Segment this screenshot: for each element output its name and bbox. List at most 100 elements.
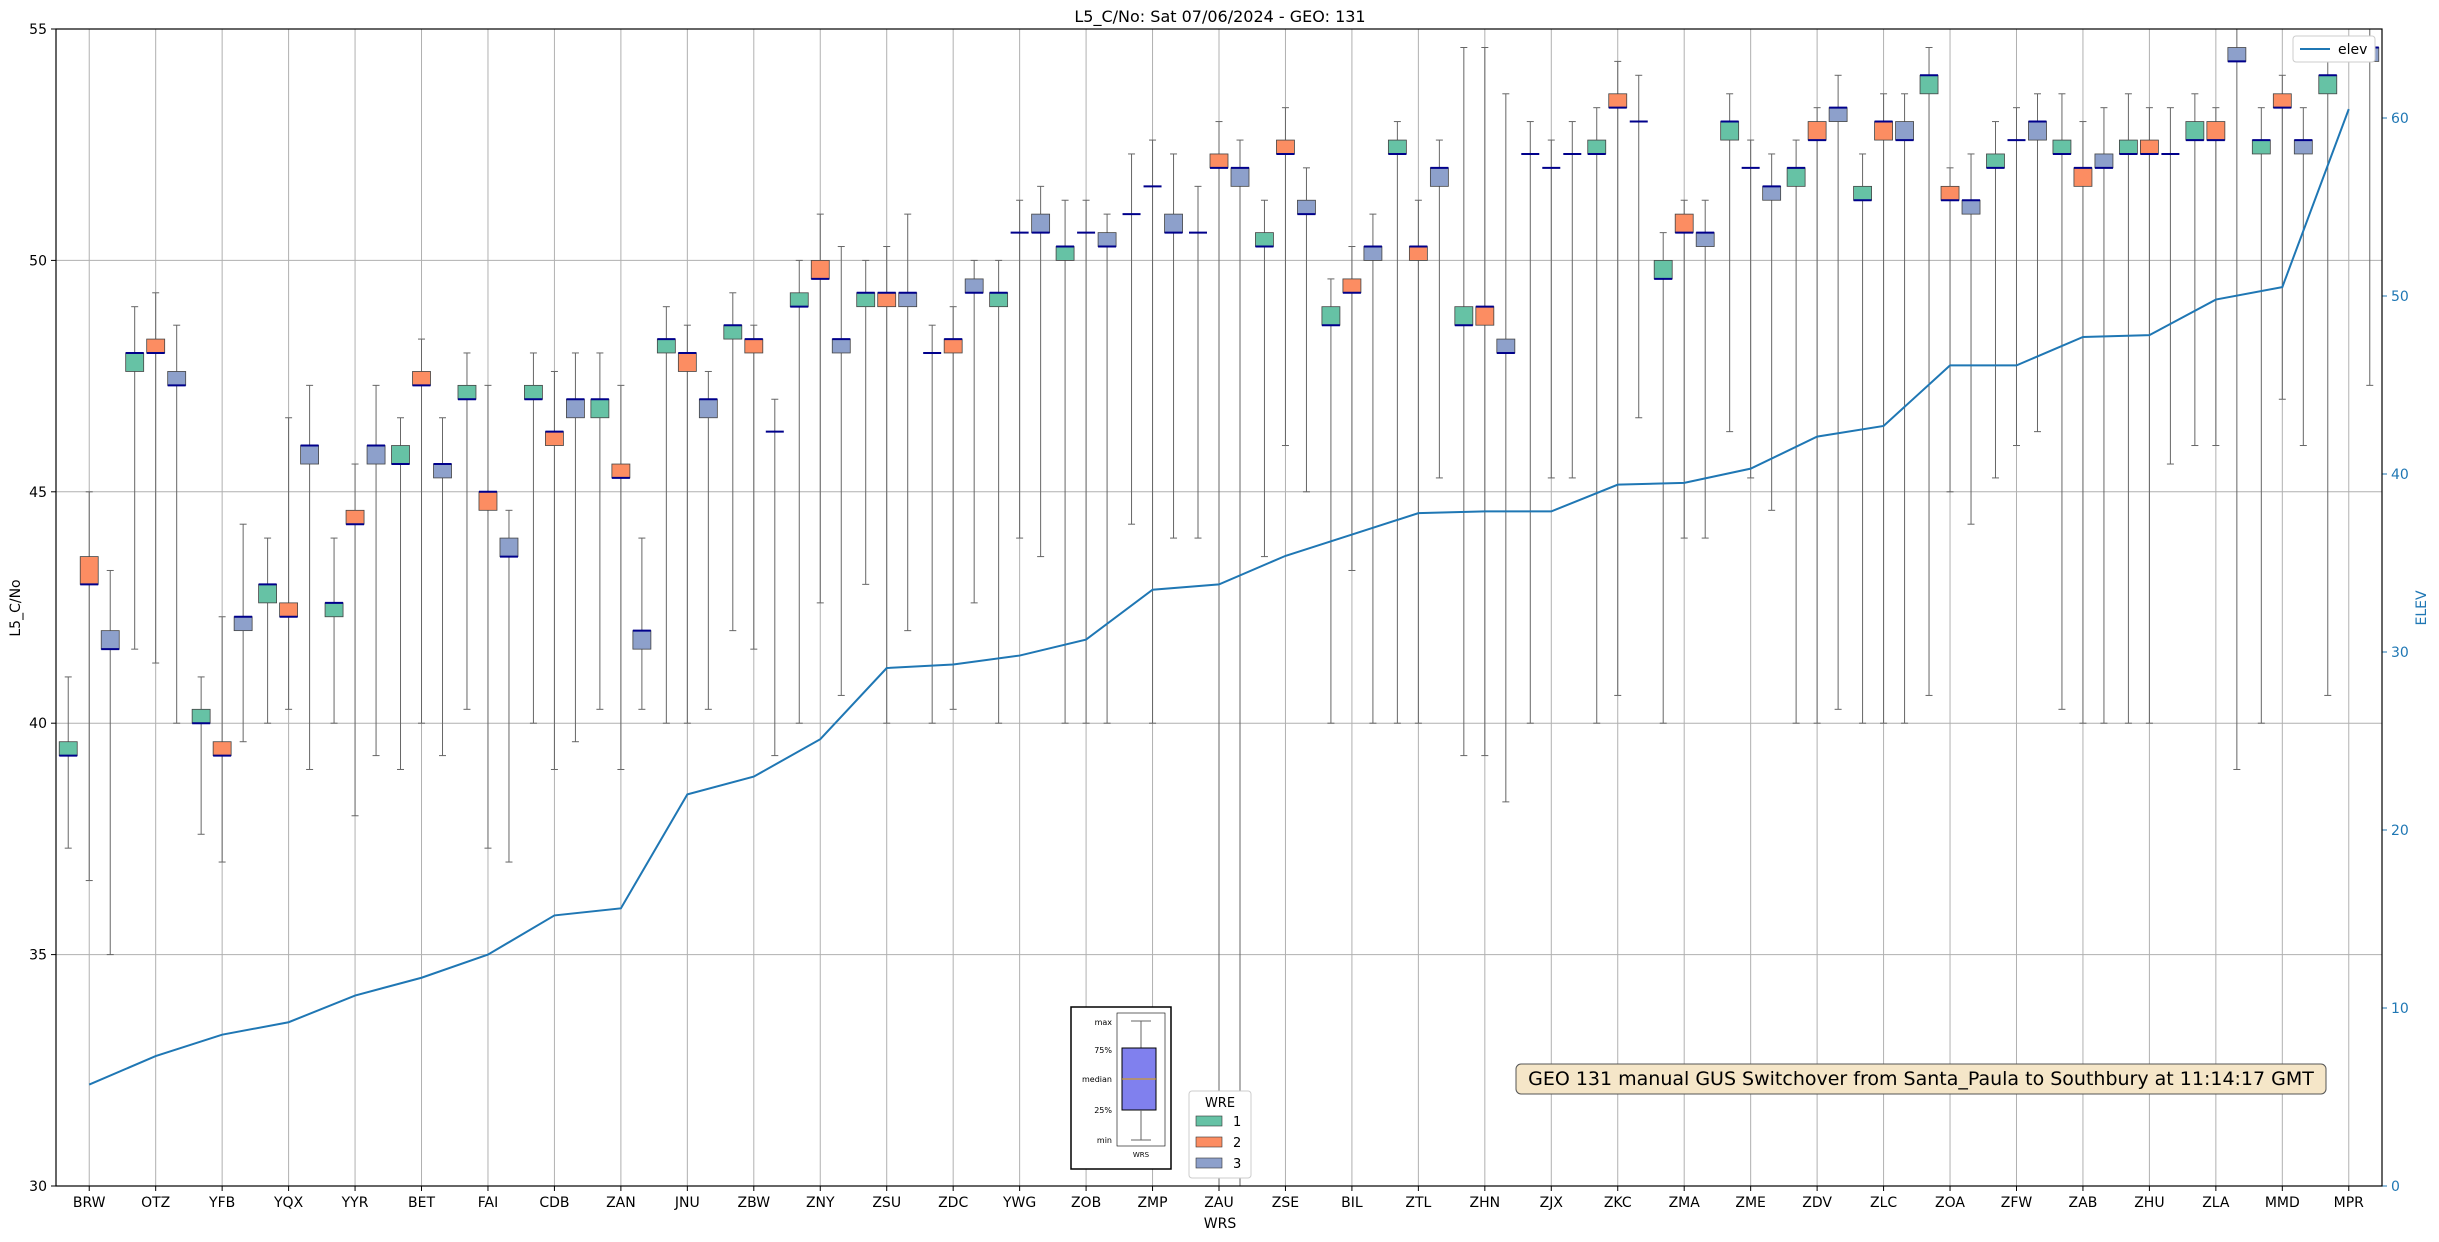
- box-YWG-wre3: [1031, 185, 1051, 558]
- box-ZLA-wre2: [2206, 107, 2226, 447]
- box-YYR-wre1: [324, 537, 344, 724]
- box-iqr: [590, 398, 610, 419]
- box-iqr: [1209, 153, 1229, 169]
- box-iqr: [1429, 167, 1449, 187]
- y-right-tick-label: 10: [2391, 1001, 2409, 1017]
- box-iqr: [1387, 139, 1407, 155]
- box-ZLC-wre2: [1874, 93, 1893, 724]
- x-tick-label: ZDC: [938, 1195, 968, 1211]
- inset-label-median: median: [1082, 1075, 1112, 1084]
- box-iqr: [2318, 74, 2338, 95]
- box-iqr: [1608, 93, 1628, 109]
- box-iqr: [723, 324, 743, 340]
- y-axis-right-label: ELEV: [2414, 590, 2430, 625]
- box-iqr: [1255, 232, 1274, 247]
- box-iqr: [412, 371, 431, 386]
- box-iqr: [146, 338, 166, 354]
- x-tick-label: YWG: [1002, 1195, 1036, 1211]
- wre-legend-label-3: 3: [1233, 1157, 1241, 1172]
- box-ZAU-wre2: [1209, 121, 1229, 1187]
- box-iqr: [744, 338, 764, 354]
- box-iqr: [566, 398, 585, 419]
- box-BIL-wre3: [1363, 213, 1383, 724]
- box-iqr: [1653, 259, 1673, 280]
- box-ZKC-wre2: [1608, 60, 1628, 696]
- box-ZTL-wre1: [1387, 121, 1407, 724]
- box-iqr: [898, 292, 918, 308]
- y-tick-label: 45: [29, 485, 47, 501]
- box-ZFW-wre3: [2028, 93, 2047, 433]
- x-tick-label: ZHU: [2134, 1195, 2164, 1211]
- box-iqr: [1828, 107, 1848, 122]
- elev-line: [88, 108, 2350, 1086]
- box-iqr: [167, 371, 187, 386]
- box-OTZ-wre2: [146, 292, 166, 664]
- box-ZSU-wre2: [877, 246, 897, 724]
- box-iqr: [810, 259, 830, 280]
- box-iqr: [877, 292, 897, 308]
- box-YQX-wre1: [258, 537, 278, 724]
- x-tick-label: BIL: [1341, 1195, 1363, 1211]
- box-ZDV-wre3: [1828, 74, 1848, 710]
- box-ZBW-wre1: [723, 292, 743, 632]
- box-ZHN-wre3: [1496, 93, 1516, 803]
- inset-label-q3: 75%: [1094, 1046, 1112, 1055]
- box-CDB-wre2: [545, 370, 564, 770]
- x-tick-label: OTZ: [141, 1195, 170, 1211]
- box-iqr: [1475, 306, 1495, 326]
- plot-frame: [55, 28, 2383, 1187]
- box-iqr: [677, 352, 697, 372]
- box-iqr: [258, 583, 278, 604]
- box-BRW-wre2: [79, 491, 99, 882]
- box-iqr: [656, 338, 676, 354]
- box-ZTL-wre2: [1408, 199, 1428, 724]
- box-iqr: [2139, 139, 2159, 155]
- box-BIL-wre1: [1321, 278, 1341, 724]
- box-iqr: [1297, 199, 1316, 215]
- box-iqr: [1454, 306, 1474, 326]
- box-ZOA-wre3: [1961, 153, 1981, 525]
- box-YQX-wre3: [300, 384, 320, 770]
- box-BIL-wre2: [1342, 246, 1362, 571]
- y-tick-label: 50: [29, 253, 47, 269]
- box-ZHN-wre2: [1475, 47, 1495, 757]
- y-tick-label: 55: [29, 22, 47, 38]
- inset-box-key: max 75% median 25% min WRS: [1070, 1006, 1172, 1170]
- annotation-text: GEO 131 manual GUS Switchover from Santa…: [1528, 1068, 2314, 1090]
- box-ZAU-wre1: [1189, 185, 1207, 539]
- box-iqr: [1587, 139, 1607, 155]
- box-MMD-wre2: [2272, 74, 2292, 400]
- box-ZKC-wre3: [1629, 74, 1648, 419]
- box-iqr: [212, 741, 232, 756]
- x-tick-label: ZLA: [2202, 1195, 2230, 1211]
- box-ZLA-wre3: [2227, 28, 2247, 770]
- box-FAI-wre3: [499, 509, 519, 863]
- x-tick-label: ZNY: [806, 1195, 835, 1211]
- box-YWG-wre2: [1010, 199, 1029, 539]
- y-axis-label: L5_C/No: [8, 579, 24, 636]
- x-tick-label: ZSU: [872, 1195, 901, 1211]
- box-iqr: [831, 338, 851, 354]
- box-ZTL-wre3: [1429, 139, 1449, 479]
- box-YFB-wre3: [233, 523, 253, 743]
- box-JNU-wre1: [656, 306, 676, 724]
- x-tick-label: ZMP: [1137, 1195, 1167, 1211]
- elev-legend: elev: [2292, 35, 2376, 63]
- box-OTZ-wre3: [167, 324, 187, 724]
- box-ZHU-wre3: [2161, 107, 2180, 465]
- x-tick-label: ZAU: [1204, 1195, 1233, 1211]
- box-iqr: [300, 445, 320, 465]
- box-ZNY-wre3: [831, 246, 851, 696]
- box-iqr: [191, 708, 211, 724]
- wre-legend-swatch-2: [1195, 1136, 1223, 1148]
- box-ZOB-wre2: [1077, 199, 1096, 724]
- inset-label-max: max: [1095, 1018, 1113, 1027]
- box-iqr: [457, 384, 477, 400]
- box-ZAN-wre1: [590, 352, 610, 710]
- x-tick-label: ZSE: [1272, 1195, 1299, 1211]
- box-YWG-wre1: [989, 259, 1009, 724]
- box-iqr: [1807, 121, 1827, 141]
- box-iqr: [1230, 167, 1250, 187]
- box-iqr: [1762, 185, 1782, 201]
